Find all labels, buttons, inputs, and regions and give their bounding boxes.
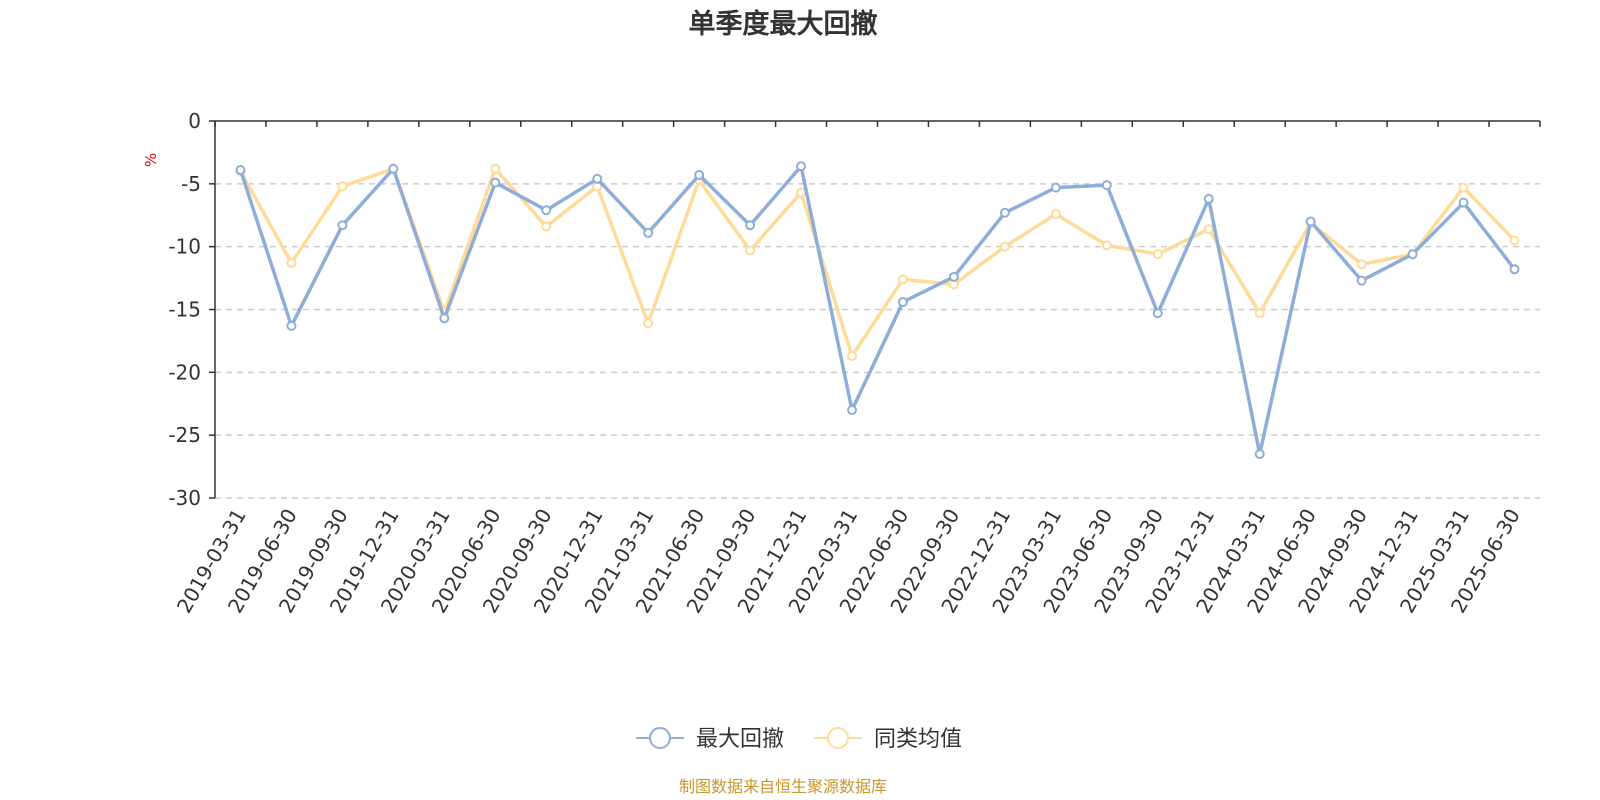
y-axis-ticks: 0 -5 -10 -15 -20 -25 -30 bbox=[168, 109, 215, 510]
y-tick-label: -15 bbox=[168, 298, 201, 322]
data-point bbox=[1356, 275, 1367, 286]
legend-marker bbox=[649, 727, 671, 749]
data-point bbox=[1254, 308, 1265, 319]
data-point bbox=[490, 163, 501, 174]
grid-lines bbox=[215, 183, 1540, 499]
data-point bbox=[999, 207, 1010, 218]
data-point bbox=[1101, 240, 1112, 251]
data-point bbox=[694, 170, 705, 181]
data-point bbox=[439, 313, 450, 324]
data-point bbox=[745, 245, 756, 256]
y-tick-label: -20 bbox=[168, 360, 201, 384]
data-point bbox=[1203, 224, 1214, 235]
series-最大回撤 bbox=[235, 161, 1520, 460]
data-point bbox=[1152, 249, 1163, 260]
data-point bbox=[948, 271, 959, 282]
data-point bbox=[337, 181, 348, 192]
data-point bbox=[999, 241, 1010, 252]
data-point bbox=[1050, 208, 1061, 219]
series-同类均值 bbox=[235, 163, 1520, 361]
data-point bbox=[1152, 308, 1163, 319]
legend-item: 最大回撤 bbox=[636, 727, 784, 752]
y-tick-label: -5 bbox=[181, 172, 201, 196]
legend: 最大回撤 同类均值 bbox=[636, 727, 962, 752]
data-point bbox=[1356, 259, 1367, 270]
data-point bbox=[388, 163, 399, 174]
y-tick-label: -30 bbox=[168, 486, 201, 510]
series-line bbox=[238, 167, 1516, 358]
y-tick-label: -10 bbox=[168, 235, 201, 259]
source-note: 制图数据来自恒生聚源数据库 bbox=[679, 777, 887, 796]
legend-label: 同类均值 bbox=[874, 727, 962, 752]
data-point bbox=[847, 350, 858, 361]
data-point bbox=[286, 320, 297, 331]
data-point bbox=[235, 165, 246, 176]
legend-label: 最大回撤 bbox=[696, 727, 784, 752]
y-tick-label: 0 bbox=[188, 109, 201, 133]
data-point bbox=[592, 173, 603, 184]
legend-marker bbox=[827, 727, 849, 749]
data-point bbox=[1509, 264, 1520, 275]
data-point bbox=[541, 205, 552, 216]
chart-title: 单季度最大回撤 bbox=[689, 8, 878, 40]
data-point bbox=[897, 296, 908, 307]
data-point bbox=[1458, 182, 1469, 193]
data-point bbox=[337, 220, 348, 231]
data-point bbox=[643, 318, 654, 329]
data-point bbox=[847, 405, 858, 416]
series-line bbox=[238, 164, 1516, 456]
data-point bbox=[1305, 216, 1316, 227]
y-tick-label: -25 bbox=[168, 423, 201, 447]
data-point bbox=[643, 227, 654, 238]
data-point bbox=[1254, 449, 1265, 460]
y-axis-unit-label: % bbox=[142, 153, 160, 167]
data-point bbox=[796, 161, 807, 172]
legend-item: 同类均值 bbox=[814, 727, 962, 752]
series-lines bbox=[235, 161, 1520, 460]
data-point bbox=[286, 258, 297, 269]
x-axis-ticks: 2019-03-312019-06-302019-09-302019-12-31… bbox=[172, 121, 1541, 617]
data-point bbox=[1458, 197, 1469, 208]
data-point bbox=[490, 177, 501, 188]
data-point bbox=[796, 187, 807, 198]
data-point bbox=[1101, 180, 1112, 191]
data-point bbox=[541, 221, 552, 232]
data-point bbox=[1509, 235, 1520, 246]
data-point bbox=[745, 220, 756, 231]
data-point bbox=[1407, 249, 1418, 260]
data-point bbox=[897, 274, 908, 285]
data-point bbox=[1050, 182, 1061, 193]
data-point bbox=[1203, 193, 1214, 204]
